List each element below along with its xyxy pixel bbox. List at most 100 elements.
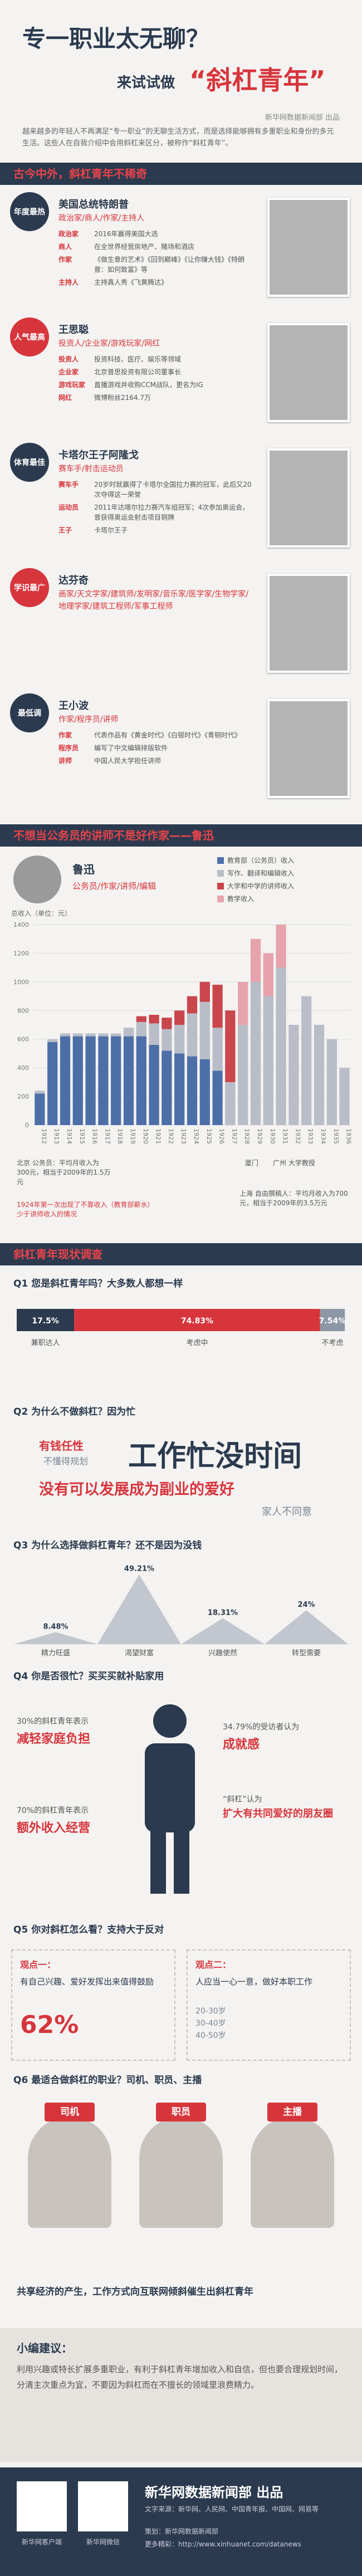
figure-leg (174, 1827, 189, 1894)
chart: 总收入（单位：元） 0 200 400 600 800 1000 1200 1400 1912 19… (11, 909, 353, 1144)
y-tick-label: 1200 (13, 950, 29, 957)
badge: 体育最佳 (10, 443, 49, 482)
peak (265, 1610, 348, 1644)
legend-entry: 大学和中学的讲师收入 (217, 881, 356, 891)
caption: 共享经济的产生，工作方式向互联网倾斜催生出斜杠青年 (17, 2286, 253, 2298)
view-label: 观点二： (195, 1959, 232, 1970)
bar-segment (123, 1036, 134, 1125)
person-name: 王小波 (58, 700, 89, 712)
y-tick-label: 0 (25, 1122, 29, 1129)
age: 30-40岁 (195, 2019, 226, 2028)
section-banner: 斜杠青年现状调查 (0, 1243, 362, 1265)
x-tick-label: 1932 (294, 1128, 301, 1144)
category-label: 兼职达人 (31, 1339, 60, 1347)
chart: 17.5% 兼职达人 74.83% 考虑中 7.54% 不考虑 (17, 1309, 346, 1347)
category-label: 精力旺盛 (41, 1649, 70, 1658)
detail-label: 赛车手 (58, 481, 79, 488)
question-title: Q1 您是斜杠青年吗？大多数人都想一样 (13, 1278, 183, 1289)
bar-segment (263, 953, 273, 996)
bar-segment (60, 1036, 71, 1125)
stat-lead: 70%的斜杠青年表示 (17, 1806, 89, 1815)
x-tick-label: 1912 (40, 1128, 47, 1144)
bar-segment (60, 1033, 71, 1037)
detail-text: 代表作品有《黄金时代》《白银时代》《青铜时代》 (94, 731, 242, 739)
category-label: 渴望财富 (125, 1649, 154, 1658)
bar-segment (35, 1093, 45, 1125)
detail-label: 讲师 (58, 757, 72, 765)
bar-segment (276, 925, 286, 968)
y-tick-label: 1000 (13, 979, 29, 986)
bar-segment (35, 1091, 45, 1094)
bar-segment (187, 996, 198, 1014)
detail-label: 投资人 (58, 355, 79, 363)
details: 投资人 投资科技、医疗、娱乐等领域 企业家 北京普思投资有限公司董事长 游戏玩家 直播游戏… (58, 354, 253, 405)
advice-panel (0, 2328, 362, 2462)
annotation: 上海 自由撰稿人：平均月收入为700元，相当于2009年的3.5万元 (239, 1190, 348, 1207)
bar-segment (187, 1013, 198, 1057)
legend-entry: 写作、翻译和编辑收入 (217, 868, 356, 878)
bar-segment (314, 1025, 325, 1125)
bar-segment (212, 985, 223, 1028)
detail-row: 主持人 主持真人秀《飞黄腾达》 (58, 277, 253, 287)
view-text: 人应当一心一意，做好本职工作 (195, 1977, 313, 1987)
chart-container: 总收入（单位：元） 0 200 400 600 800 1000 1200 1400 1912 19… (0, 908, 362, 1236)
legend-entry: 教育部（公务员）收入 (217, 856, 356, 865)
x-tick-label: 1936 (345, 1128, 353, 1144)
detail-label: 网红 (58, 394, 72, 402)
view-box (11, 1949, 175, 2061)
bar-segment (288, 1025, 299, 1125)
word: 工作忙没时间 (128, 1440, 302, 1473)
badge: 学识最广 (10, 568, 49, 607)
advice-text: 利用兴趣或特长扩展多重职业，有利于斜杠青年增加收入和自信，但也要合理规划时间，分… (17, 2364, 343, 2390)
x-tick-label: 1914 (66, 1128, 73, 1144)
bar-segment (162, 1018, 172, 1029)
x-tick-label: 1930 (269, 1128, 276, 1144)
view-label: 观点一： (20, 1959, 56, 1970)
stat-lead: 30%的斜杠青年表示 (17, 1717, 89, 1726)
value-label: 17.5% (32, 1317, 59, 1326)
intro: 越来越多的年轻人不再满足“专一职业”的无聊生活方式，而是选择能够拥有多重职业和身… (22, 128, 334, 148)
person-name: 达芬奇 (58, 575, 89, 586)
portrait (267, 448, 350, 548)
person-roles: 赛车手/射击运动员 (58, 465, 124, 473)
legend-swatch (217, 882, 224, 889)
x-tick-label: 1920 (142, 1128, 149, 1144)
question-title: Q5 你对斜杠怎么看？支持大于反对 (13, 1924, 164, 1935)
detail-row: 投资人 投资科技、医疗、娱乐等领域 (58, 354, 253, 364)
value-label: 49.21% (124, 1565, 154, 1573)
footer-line: 更多精彩：http://www.xinhuanet.com/datanews (145, 2540, 301, 2548)
bar-segment (225, 1082, 236, 1125)
detail-row: 赛车手 20岁时就赢得了卡塔尔全国拉力赛的冠军，此后又20次夺得这一荣誉 (58, 480, 253, 500)
detail-text: 《做生意的艺术》《回到巅峰》《让你赚大钱》《特朗普：如何致富》等 (94, 256, 245, 273)
word: 家人不同意 (262, 1506, 312, 1518)
bar-segment (199, 1059, 210, 1125)
detail-row: 作家 《做生意的艺术》《回到巅峰》《让你赚大钱》《特朗普：如何致富》等 (58, 255, 253, 275)
detail-label: 主持人 (58, 278, 79, 286)
detail-text: 编写了中文编辑排版软件 (94, 744, 168, 752)
x-tick-label: 1933 (307, 1128, 314, 1144)
age: 40-50岁 (195, 2031, 226, 2040)
role-portrait (139, 2116, 223, 2228)
stat-lead: “斜杠”认为 (223, 1795, 262, 1804)
bar-segment (123, 1028, 134, 1037)
category-label: 兴趣使然 (208, 1649, 237, 1658)
bar-segment (174, 1010, 185, 1025)
x-tick-label: 1928 (243, 1128, 251, 1144)
footer-line: 策划：新华网数据新闻部 (145, 2528, 219, 2535)
detail-text: 卡塔尔王子 (94, 526, 128, 534)
person-roles: 画家/天文学家/建筑师/发明家/音乐家/医学家/生物学家/地理学家/建筑工程师/… (58, 590, 249, 611)
x-tick-label: 1919 (129, 1128, 136, 1144)
details: 作家 代表作品有《黄金时代》《白银时代》《青铜时代》 程序员 编写了中文编辑排版软件讲… (58, 730, 253, 769)
person-roles: 投资人/企业家/游戏玩家/网红 (58, 339, 160, 348)
stat-text: 扩大有共同爱好的朋友圈 (223, 1808, 333, 1820)
legend-entry: 教学收入 (217, 894, 356, 903)
portrait (267, 323, 350, 422)
x-tick-label: 1913 (53, 1128, 60, 1144)
role-label: 主播 (267, 2103, 317, 2122)
person-name: 美国总统特朗普 (58, 199, 129, 211)
person-name: 鲁迅 (72, 863, 95, 876)
highlight: “斜杠青年” (189, 65, 326, 95)
bar-segment (72, 1036, 83, 1125)
footer-title: 新华网数据新闻部 出品 (145, 2485, 283, 2500)
bar-segment (174, 1025, 185, 1054)
